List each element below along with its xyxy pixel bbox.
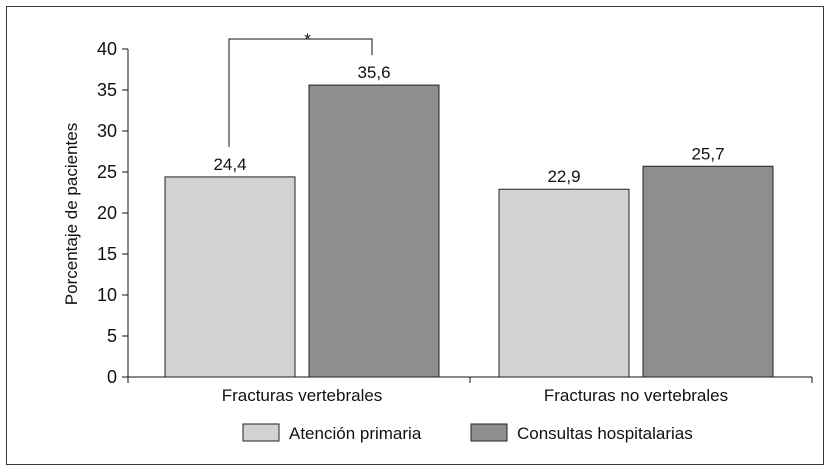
y-tick-label: 30 [97, 121, 117, 141]
y-tick-label: 5 [107, 326, 117, 346]
y-tick-label: 35 [97, 80, 117, 100]
data-label: 24,4 [213, 155, 246, 174]
x-category-label: Fracturas vertebrales [222, 386, 383, 405]
significance-bracket [228, 38, 373, 147]
y-tick-label: 20 [97, 203, 117, 223]
bar [164, 176, 296, 378]
legend-swatch [242, 423, 280, 442]
y-axis-title: Porcentaje de pacientes [62, 123, 81, 305]
significance-marker: * [304, 30, 311, 49]
bar [498, 188, 630, 378]
x-category-label: Fracturas no vertebrales [544, 386, 728, 405]
legend-label: Consultas hospitalarias [517, 424, 693, 443]
y-tick-label: 40 [97, 39, 117, 59]
y-tick-label: 15 [97, 244, 117, 264]
legend-label: Atención primaria [289, 424, 422, 443]
legend-swatch [470, 423, 508, 442]
data-label: 25,7 [691, 144, 724, 163]
y-tick-label: 25 [97, 162, 117, 182]
y-tick-label: 0 [107, 367, 117, 387]
data-label: 35,6 [357, 63, 390, 82]
data-label: 22,9 [547, 167, 580, 186]
y-tick-label: 10 [97, 285, 117, 305]
bar [642, 165, 774, 378]
bar [308, 84, 440, 378]
